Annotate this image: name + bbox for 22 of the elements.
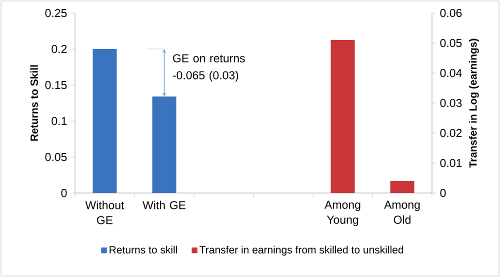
y2-tick-label: 0.06 xyxy=(440,8,462,18)
legend-label: Transfer in earnings from skilled to unskilled xyxy=(200,246,404,256)
y2-tick-label: 0 xyxy=(440,188,446,198)
y2-tick-label: 0.02 xyxy=(440,128,462,138)
y2-tick-label: 0.04 xyxy=(440,68,462,78)
y2-tick-label: 0.01 xyxy=(440,158,462,168)
x-tick-label: With GE xyxy=(142,200,186,210)
x-tick-label: Among Young xyxy=(324,200,360,226)
y2-tick-label: 0.03 xyxy=(440,98,462,108)
y-tick-label: 0.2 xyxy=(52,44,67,54)
legend-label: Returns to skill xyxy=(110,246,177,254)
y2-tick-label: 0.05 xyxy=(440,38,462,48)
y-tick-label: 0 xyxy=(61,188,67,198)
y-tick-label: 0.05 xyxy=(45,152,67,162)
y-tick-label: 0.25 xyxy=(45,8,67,18)
y-tick-label: 0.1 xyxy=(52,116,67,126)
y2-axis-title: Transfer in Log (earnings) xyxy=(469,38,479,168)
x-tick-label: Without GE xyxy=(85,200,124,224)
y-tick-label: 0.15 xyxy=(45,80,67,90)
y-axis-title: Returns to Skill xyxy=(30,65,38,141)
x-tick-label: Among Old xyxy=(384,200,420,224)
annotation: GE on returns -0.065 (0.03) xyxy=(172,54,245,82)
